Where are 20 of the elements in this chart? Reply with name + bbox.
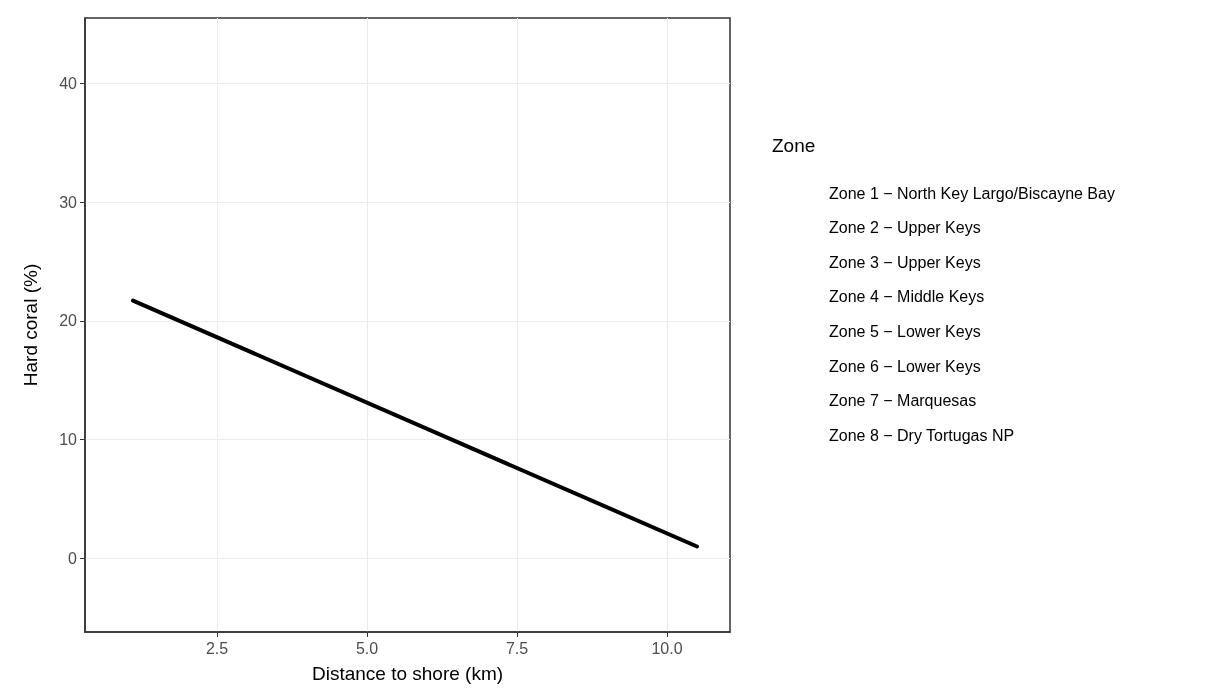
x-tick-label: 10.0 bbox=[651, 639, 683, 657]
x-tick-label: 7.5 bbox=[505, 639, 529, 657]
text: Zone 2 − Upper Keys bbox=[829, 219, 981, 237]
text: Zone 3 − Upper Keys bbox=[829, 253, 981, 271]
legend-title: Zone bbox=[772, 135, 816, 156]
y-tick-label: 10 bbox=[59, 431, 78, 449]
text: Zone 7 − Marquesas bbox=[829, 392, 977, 410]
text: Zone 1 − North Key Largo/Biscayne Bay bbox=[829, 184, 1115, 202]
text: Zone 8 − Dry Tortugas NP bbox=[829, 426, 1015, 444]
y-tick-label: 30 bbox=[59, 193, 78, 211]
y-tick-label: 40 bbox=[59, 74, 78, 92]
y-tick-label: 0 bbox=[68, 549, 78, 567]
text: Zone 6 − Lower Keys bbox=[829, 357, 981, 375]
y-axis-title: Hard coral (%) bbox=[20, 263, 41, 387]
y-tick-label: 20 bbox=[59, 312, 78, 330]
text: Zone 5 − Lower Keys bbox=[829, 322, 981, 340]
x-tick-label: 5.0 bbox=[355, 639, 379, 657]
x-tick-label: 2.5 bbox=[205, 639, 229, 657]
x-axis-title: Distance to shore (km) bbox=[311, 663, 504, 684]
text: Zone 4 − Middle Keys bbox=[829, 288, 985, 306]
